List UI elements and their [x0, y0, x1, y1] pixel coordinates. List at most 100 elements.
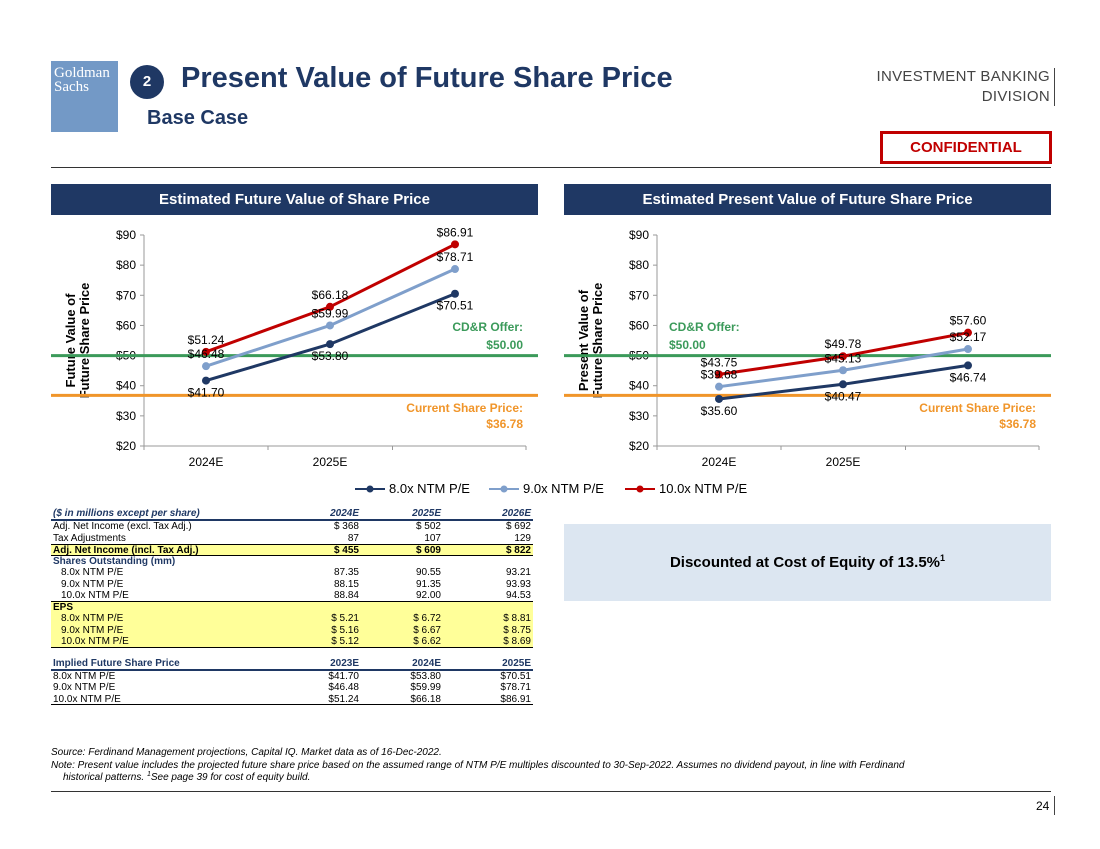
cell-2026e: $ 8.69 [503, 636, 531, 647]
note2-footnote-mark: 1 [146, 771, 151, 778]
note2-post: See page 39 for cost of equity build. [150, 772, 311, 783]
data-label-10x: $51.24 [188, 333, 225, 347]
left-panel-header: Estimated Future Value of Share Price [51, 184, 538, 215]
implied-header-col-3: 2025E [502, 657, 531, 669]
cdr-offer-value: $50.00 [669, 338, 706, 352]
y-tick-label: $60 [116, 318, 136, 332]
y-axis-title-line-2: Future Share Price [77, 283, 92, 399]
table-row: 9.0x NTM P/E $ 5.16 $ 6.67 $ 8.75 [51, 624, 533, 636]
cell-2026e: $ 8.75 [503, 624, 531, 636]
table-row: 8.0x NTM P/E $ 5.21 $ 6.72 $ 8.81 [51, 613, 533, 625]
data-label-8x: $53.80 [312, 349, 349, 363]
y-tick-label: $20 [629, 439, 649, 453]
table-row: 8.0x NTM P/E 87.35 90.55 93.21 [51, 567, 533, 579]
data-point-8x [202, 376, 210, 385]
cell-2025e: $ 502 [415, 521, 441, 532]
data-label-10x: $49.78 [825, 337, 862, 351]
row-label: 8.0x NTM P/E [61, 613, 124, 624]
data-label-10x: $43.75 [701, 355, 738, 369]
division-label-line-1: INVESTMENT BANKING [876, 68, 1050, 85]
row-label: Tax Adjustments [53, 532, 126, 544]
data-label-10x: $86.91 [437, 225, 474, 239]
data-label-8x: $41.70 [188, 386, 225, 400]
table-header-row: ($ in millions except per share) 2024E 2… [51, 508, 533, 521]
cell-2026e: 93.93 [505, 578, 531, 590]
x-tick-label: 2024E [702, 455, 737, 469]
data-point-10x [964, 328, 972, 337]
section-number-badge: 2 [130, 65, 164, 99]
table-header-col-3: 2026E [502, 508, 531, 519]
y-axis-title: Present Value ofFuture Share Price [576, 283, 605, 399]
table-row: Tax Adjustments 87 107 129 [51, 533, 533, 545]
cell-2025e: $ 609 [415, 545, 441, 556]
cell-2025e: 90.55 [415, 567, 441, 578]
confidential-stamp: CONFIDENTIAL [880, 131, 1052, 164]
discount-rate-callout: Discounted at Cost of Equity of 13.5%1 [564, 524, 1051, 601]
cell-col-2: $59.99 [410, 682, 441, 693]
y-tick-label: $70 [116, 288, 136, 302]
cell-col-2: $66.18 [410, 693, 441, 705]
data-label-9x: $59.99 [312, 306, 349, 320]
implied-header-col-2: 2024E [412, 657, 441, 669]
row-label: EPS [53, 601, 74, 613]
logo-line-1: Goldman [54, 65, 110, 81]
y-tick-label: $20 [116, 439, 136, 453]
data-point-9x [202, 362, 210, 371]
data-point-9x [964, 345, 972, 354]
y-axis-title-line-2: Future Share Price [590, 283, 605, 399]
y-tick-label: $30 [629, 409, 649, 423]
data-label-8x: $70.51 [437, 299, 474, 313]
current-share-price-label: Current Share Price: [406, 401, 523, 415]
cell-2026e: $ 8.81 [503, 613, 531, 624]
row-label: 10.0x NTM P/E [61, 636, 129, 647]
y-tick-label: $80 [116, 258, 136, 272]
table-row-total: Adj. Net Income (incl. Tax Adj.) $ 455 $… [51, 544, 533, 556]
y-tick-label: $60 [629, 318, 649, 332]
cell-2025e: 107 [424, 532, 441, 544]
data-label-10x: $66.18 [312, 288, 349, 302]
page-subtitle: Base Case [147, 107, 249, 129]
data-point-10x [202, 347, 210, 356]
footer-rule [51, 791, 1051, 792]
logo-line-2: Sachs [54, 79, 89, 95]
table-spacer [51, 648, 533, 658]
division-divider [1054, 68, 1055, 106]
cell-2026e: $ 692 [505, 521, 531, 532]
row-label: 9.0x NTM P/E [53, 682, 116, 693]
implied-price-row: 8.0x NTM P/E $41.70 $53.80 $70.51 [51, 671, 533, 683]
data-label-9x: $39.68 [701, 368, 738, 382]
cell-col-3: $70.51 [500, 670, 531, 682]
cell-2024e: 87 [347, 532, 359, 544]
data-label-8x: $40.47 [825, 389, 862, 403]
methodology-note: Note: Present value includes the project… [51, 759, 905, 771]
data-point-9x [451, 265, 459, 274]
cell-2025e: 91.35 [415, 578, 441, 590]
y-axis-title: Future Value ofFuture Share Price [63, 283, 92, 399]
y-tick-label: $90 [116, 228, 136, 242]
page-number-divider [1054, 796, 1055, 815]
data-point-10x [326, 302, 334, 311]
table-header-col-1: 2024E [330, 508, 359, 519]
cell-col-1: $41.70 [328, 670, 359, 682]
row-label: Adj. Net Income (incl. Tax Adj.) [53, 545, 199, 556]
cell-2025e: $ 6.72 [413, 613, 441, 624]
implied-header-label: Implied Future Share Price [53, 657, 180, 669]
y-axis-title-line-1: Present Value of [576, 289, 591, 391]
data-point-9x [715, 382, 723, 391]
division-label-line-2: DIVISION [981, 88, 1050, 105]
row-label: 8.0x NTM P/E [61, 567, 124, 578]
discount-rate-text: Discounted at Cost of Equity of 13.5% [669, 554, 940, 571]
cell-2024e: 88.84 [333, 590, 359, 601]
cdr-offer-label: CD&R Offer: [452, 320, 523, 334]
cell-2024e: $ 5.21 [331, 613, 359, 624]
cell-2026e: 93.21 [505, 567, 531, 578]
cell-2025e: $ 6.67 [413, 624, 441, 636]
cell-2026e: $ 822 [505, 545, 531, 556]
cell-col-3: $86.91 [500, 693, 531, 705]
financial-projections-table: ($ in millions except per share) 2024E 2… [51, 508, 533, 705]
data-point-8x [964, 361, 972, 370]
y-tick-label: $80 [629, 258, 649, 272]
data-label-9x: $46.48 [188, 347, 225, 361]
header-rule [51, 167, 1051, 168]
